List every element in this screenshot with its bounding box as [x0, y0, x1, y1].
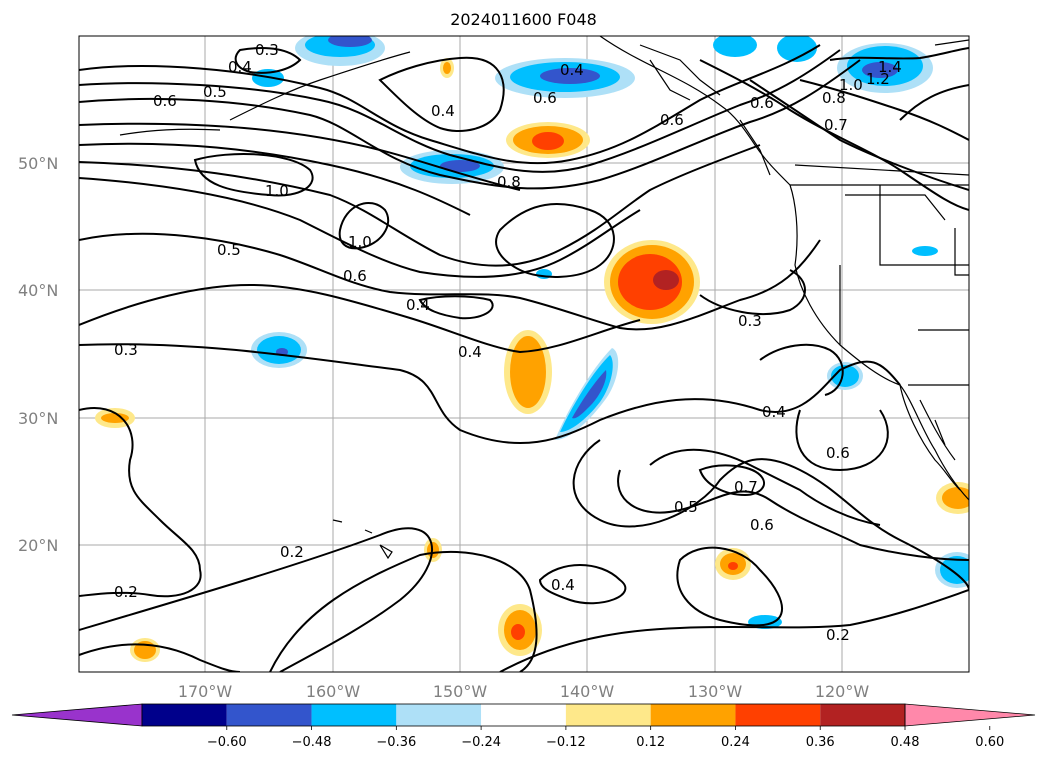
contour-label: 0.6	[153, 92, 177, 110]
colorbar-tick-label: −0.12	[546, 735, 586, 750]
contour-label: 0.5	[674, 498, 698, 516]
colorbar-segment	[226, 704, 312, 726]
lat-label: 40°N	[18, 281, 58, 300]
lon-label: 150°W	[433, 682, 488, 701]
colorbar-tick-label: 0.48	[891, 735, 920, 750]
contour-label: 0.4	[458, 343, 482, 361]
lon-label: 120°W	[815, 682, 870, 701]
contour-label: 0.4	[431, 102, 455, 120]
contour-label: 0.6	[750, 516, 774, 534]
colorbar-frame	[141, 703, 906, 727]
contour-label: 0.3	[738, 312, 762, 330]
contour-label: 0.6	[826, 444, 850, 462]
contour-label: 0.4	[560, 61, 584, 79]
contour-label: 0.7	[824, 116, 848, 134]
contour-label: 0.6	[533, 89, 557, 107]
colorbar-tick-label: 0.24	[721, 735, 750, 750]
latitude-labels: 50°N 40°N 30°N 20°N	[18, 154, 58, 555]
contour-label: 0.5	[217, 241, 241, 259]
colorbar-tick-label: −0.60	[207, 735, 247, 750]
colorbar-segment	[735, 704, 821, 726]
contour-label: 0.8	[497, 173, 521, 191]
lon-label: 160°W	[306, 682, 361, 701]
contour-label: 0.2	[280, 543, 304, 561]
lon-label: 170°W	[178, 682, 233, 701]
contour-label: 0.2	[114, 583, 138, 601]
longitude-labels: 170°W 160°W 150°W 140°W 130°W 120°W	[178, 682, 870, 701]
map-frame	[78, 35, 970, 673]
colorbar-segment	[396, 704, 482, 726]
contour-label: 0.6	[750, 94, 774, 112]
contour-label: 0.6	[660, 111, 684, 129]
colorbar-segment	[142, 704, 227, 726]
contour-label: 0.4	[551, 576, 575, 594]
contour-label: 1.4	[878, 58, 902, 76]
colorbar-tick-label: 0.60	[975, 735, 1004, 750]
lon-label: 140°W	[560, 682, 615, 701]
lat-label: 50°N	[18, 154, 58, 173]
map-title: 2024011600 F048	[450, 10, 597, 29]
contour-label: 0.4	[406, 296, 430, 314]
colorbar-extend-high	[904, 703, 1036, 727]
contour-label: 0.4	[228, 58, 252, 76]
contour-label-group: 0.3 0.4 0.5 0.6 1.0 1.0 0.5 0.6 0.4 0.3 …	[114, 41, 902, 644]
colorbar-tick-label: 0.36	[806, 735, 835, 750]
contour-label: 0.3	[114, 341, 138, 359]
contour-label: 0.2	[826, 626, 850, 644]
contour-label: 1.0	[348, 233, 372, 251]
colorbar-tick-label: −0.24	[461, 735, 501, 750]
colorbar-segment	[565, 704, 651, 726]
contour-label: 1.0	[839, 76, 863, 94]
colorbar: −0.60 −0.48 −0.36 −0.24 −0.12 0.12 0.24 0.36 0.4…	[11, 703, 1036, 750]
colorbar-extend-low	[11, 703, 143, 727]
lat-label: 20°N	[18, 536, 58, 555]
colorbar-segment	[481, 704, 566, 726]
contour-label: 0.3	[255, 41, 279, 59]
contour-lines	[79, 44, 969, 672]
colorbar-segment	[820, 704, 905, 726]
contour-label: 0.7	[734, 478, 758, 496]
lon-label: 130°W	[688, 682, 743, 701]
contour-label: 0.8	[822, 89, 846, 107]
colorbar-tick-label: −0.36	[376, 735, 416, 750]
colorbar-segment	[311, 704, 397, 726]
contour-label: 0.4	[762, 403, 786, 421]
colorbar-segment	[650, 704, 736, 726]
contour-label: 1.2	[866, 70, 890, 88]
colorbar-tick-label: −0.48	[292, 735, 332, 750]
contour-label: 0.5	[203, 83, 227, 101]
contour-label: 0.6	[343, 267, 367, 285]
contour-label: 1.0	[265, 182, 289, 200]
colorbar-tick-label: 0.12	[636, 735, 665, 750]
lat-label: 30°N	[18, 409, 58, 428]
